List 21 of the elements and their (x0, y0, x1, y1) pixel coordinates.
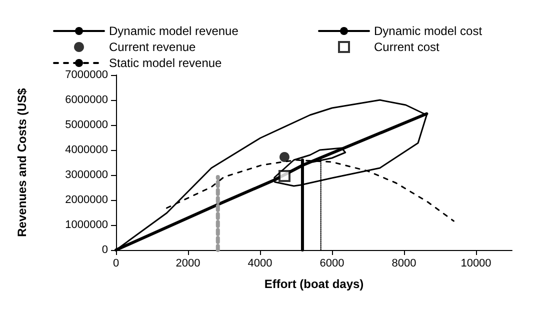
x-tick-label: 6000 (320, 258, 344, 270)
y-tick-label: 5000000 (65, 119, 108, 131)
x-tick-label: 8000 (392, 258, 416, 270)
y-axis-title: Revenues and Costs (US$ (15, 88, 29, 237)
y-tick-label: 1000000 (65, 219, 108, 231)
x-tick-label: 4000 (248, 258, 272, 270)
legend-label: Dynamic model cost (374, 24, 483, 38)
legend-label: Current revenue (109, 40, 196, 54)
legend-label: Current cost (374, 40, 440, 54)
x-tick-label: 2000 (176, 258, 200, 270)
y-tick-label: 0 (102, 244, 108, 256)
y-tick-label: 6000000 (65, 94, 108, 106)
x-axis-title: Effort (boat days) (264, 277, 364, 291)
x-tick-label: 0 (112, 258, 120, 270)
y-tick-label: 7000000 (65, 69, 108, 81)
legend-label: Static model revenue (109, 56, 222, 70)
y-tick-label: 4000000 (65, 144, 108, 156)
y-tick-label: 3000000 (65, 169, 108, 181)
x-tick-label: 10000 (460, 258, 492, 270)
y-tick-label: 2000000 (65, 194, 108, 206)
legend-label: Dynamic model revenue (109, 24, 239, 38)
